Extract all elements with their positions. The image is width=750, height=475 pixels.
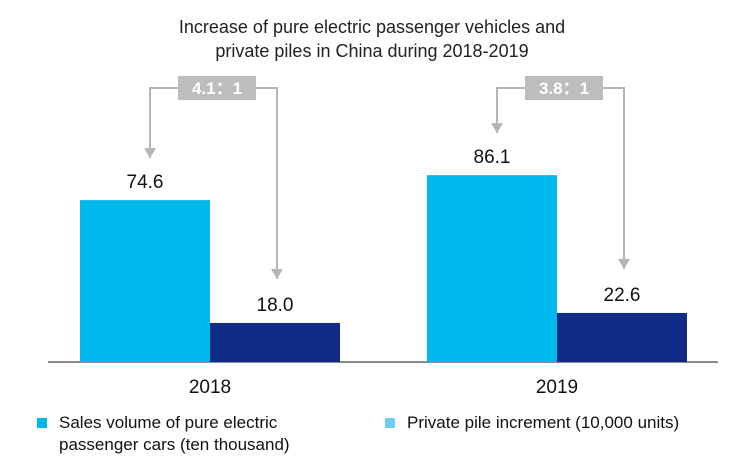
bar-2019-series-2 [557, 312, 687, 362]
chart-title-line-1: Increase of pure electric passenger vehi… [179, 17, 565, 37]
bar-2018-series-1 [80, 200, 210, 362]
legend-swatch-series-2 [385, 418, 395, 428]
ratio-box-2018 [178, 76, 256, 100]
ratio-label-2018: 4.1：1 [192, 79, 242, 98]
arrow-head-left-2019 [491, 123, 503, 134]
data-label-2018-series-1: 74.6 [127, 172, 164, 193]
arrow-head-left-2018 [144, 148, 156, 159]
data-label-2019-series-1: 86.1 [474, 147, 511, 168]
ratio-box-2019 [525, 76, 603, 100]
ratio-label-2019: 3.8：1 [539, 79, 589, 98]
legend-swatch-series-1 [37, 418, 47, 428]
data-label-2019-series-2: 22.6 [604, 285, 641, 306]
bar-2018-series-2 [210, 322, 340, 362]
legend-label-series-2-line-1: Private pile increment (10,000 units) [407, 413, 679, 432]
x-tick-label-2019: 2019 [536, 377, 578, 398]
x-tick-label-2018: 2018 [189, 377, 231, 398]
data-label-2018-series-2: 18.0 [257, 295, 294, 316]
legend-label-series-1-line-2: passenger cars (ten thousand) [59, 435, 290, 454]
legend: Sales volume of pure electric passenger c… [37, 413, 679, 454]
arrow-head-right-2018 [271, 268, 283, 279]
bar-2019-series-1 [427, 175, 557, 362]
arrow-head-right-2019 [618, 258, 630, 269]
plot-area: 74.6 18.0 2018 4.1：1 86.1 22.6 2019 3.8：1 [48, 76, 718, 398]
chart-title-line-2: private piles in China during 2018-2019 [215, 41, 528, 61]
legend-label-series-1-line-1: Sales volume of pure electric [59, 413, 278, 432]
